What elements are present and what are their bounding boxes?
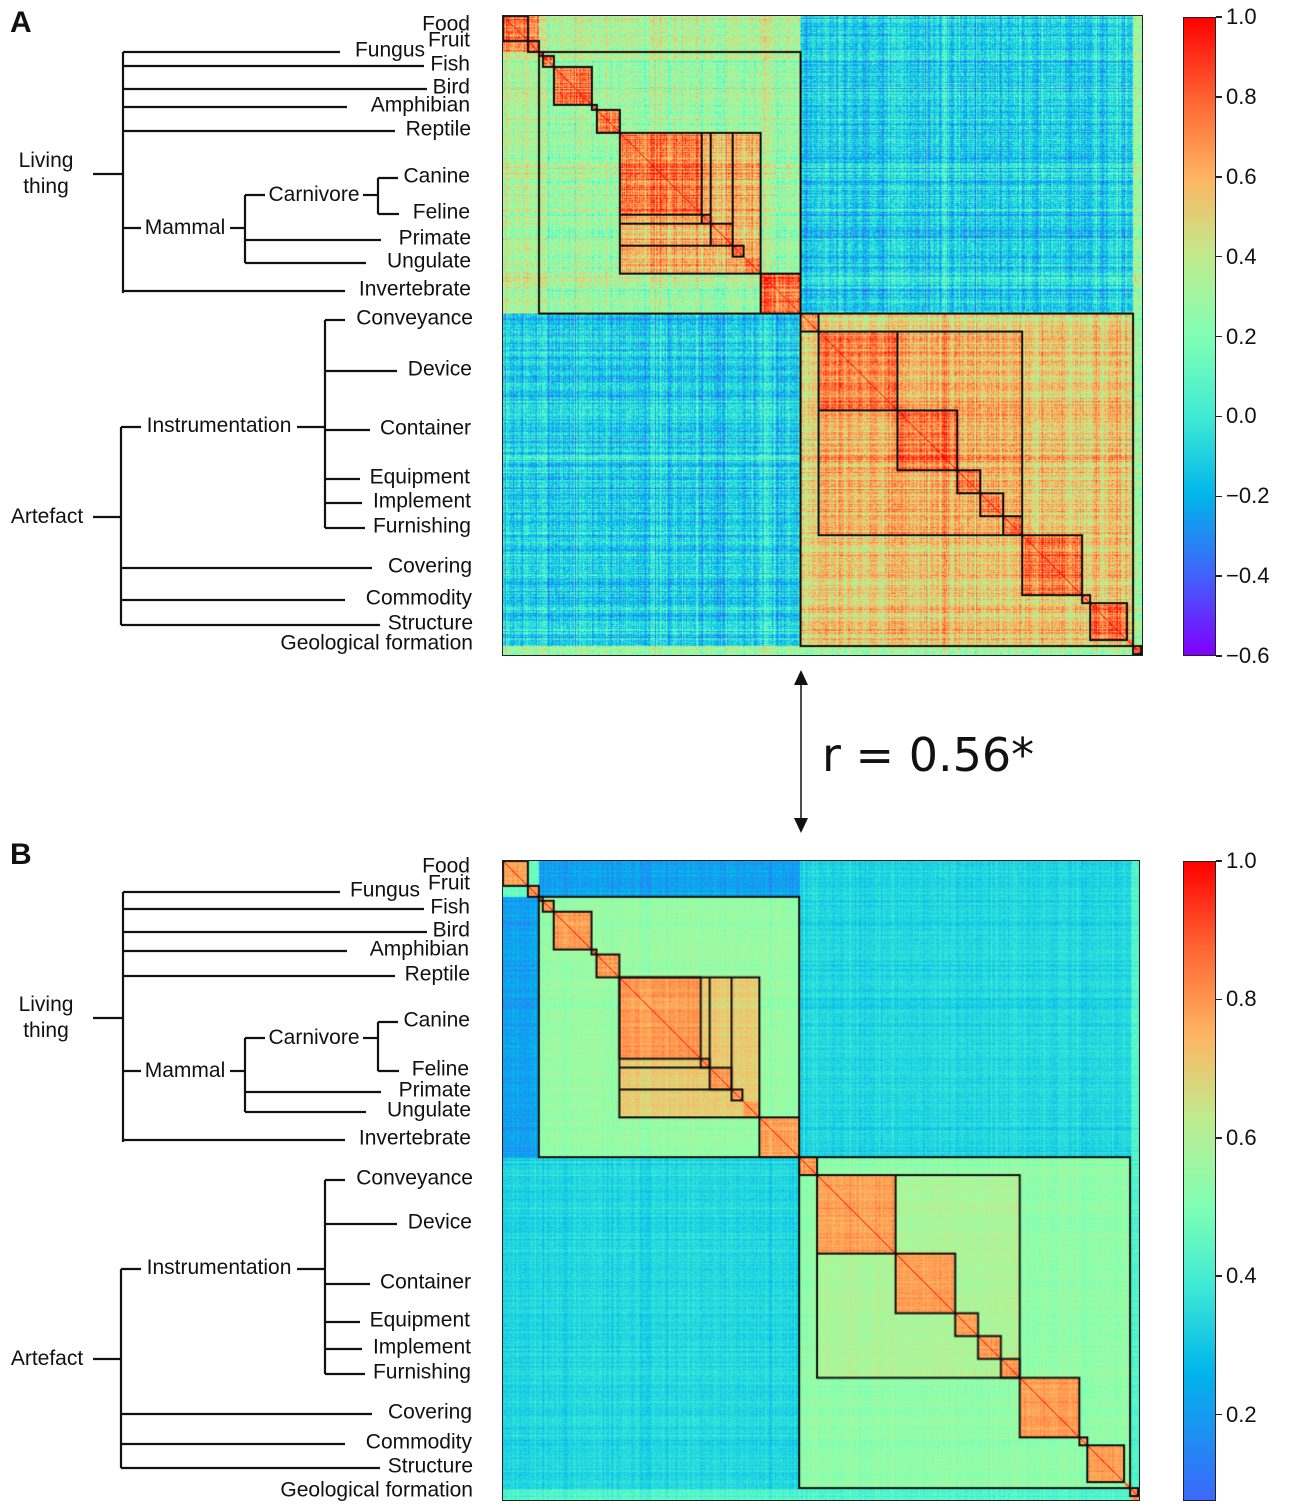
label-canine-a: Canine <box>403 164 470 188</box>
colorbar-tick <box>1216 335 1222 338</box>
label-furnishing-b: Furnishing <box>372 1360 471 1384</box>
dendrogram-lines <box>93 50 427 1470</box>
label-carnivore-a: Carnivore <box>268 182 360 206</box>
label-food-b: Food <box>422 854 470 878</box>
label-structure-b: Structure <box>387 1454 473 1478</box>
label-artefact-a: Artefact <box>10 504 84 528</box>
colorbar-tick <box>1216 176 1222 178</box>
label-artefact-b: Artefact <box>10 1346 84 1370</box>
panel-label-a: A <box>10 6 32 39</box>
colorbar-tick-label: −0.2 <box>1226 483 1270 509</box>
panel-label-b: B <box>10 838 32 871</box>
colorbar-tick <box>1216 415 1222 418</box>
label-fish-b: Fish <box>430 895 470 919</box>
label-feline-a: Feline <box>412 200 470 224</box>
colorbar-tick <box>1216 575 1222 577</box>
label-conveyance-b: Conveyance <box>356 1166 473 1190</box>
correlation-arrow <box>794 670 808 833</box>
label-carnivore-b: Carnivore <box>268 1025 360 1049</box>
heatmap-b <box>502 860 1140 1501</box>
colorbar-tick-label: −0.4 <box>1226 563 1270 589</box>
label-equipment-a: Equipment <box>369 465 470 489</box>
colorbar-tick <box>1216 1413 1222 1416</box>
label-reptile-a: Reptile <box>405 117 471 141</box>
colorbar-tick-label: 0.2 <box>1226 1401 1257 1427</box>
label-feline-b: Feline <box>411 1057 469 1081</box>
colorbar-tick-label: 0.0 <box>1226 403 1257 429</box>
label-implement-b: Implement <box>372 1335 471 1359</box>
label-commodity-b: Commodity <box>365 1430 472 1454</box>
colorbar-tick <box>1216 655 1222 657</box>
label-mammal-a: Mammal <box>144 215 226 239</box>
colorbar-tick-label: 1.0 <box>1226 848 1257 873</box>
label-food-a: Food <box>422 12 470 36</box>
label-fish-a: Fish <box>430 52 470 76</box>
label-furnishing-a: Furnishing <box>372 514 471 538</box>
label-living-thing-a: Living thing <box>18 148 74 198</box>
label-structure-a: Structure <box>387 611 473 635</box>
label-commodity-a: Commodity <box>365 586 472 610</box>
label-covering-a: Covering <box>387 554 472 578</box>
label-fruit-a: Fruit <box>428 28 470 52</box>
colorbar-b <box>1183 861 1216 1501</box>
label-amphibian-b: Amphibian <box>369 937 469 961</box>
colorbar-tick <box>1216 1137 1222 1139</box>
colorbar-tick-label: 1.0 <box>1226 4 1257 29</box>
colorbar-tick-label: 0.2 <box>1226 323 1257 349</box>
label-equipment-b: Equipment <box>369 1308 470 1332</box>
colorbar-tick-label: 0.8 <box>1226 986 1257 1012</box>
colorbar-tick-label: 0.8 <box>1226 83 1257 109</box>
colorbar-tick <box>1216 255 1222 258</box>
colorbar-tick-label: −0.6 <box>1226 643 1270 668</box>
label-canine-b: Canine <box>403 1008 470 1032</box>
correlation-annotation: r = 0.56* <box>822 728 1035 782</box>
label-device-b: Device <box>407 1210 472 1234</box>
colorbar-tick <box>1216 860 1222 862</box>
label-primate-a: Primate <box>398 226 471 250</box>
label-reptile-b: Reptile <box>404 962 470 986</box>
colorbar-tick <box>1216 96 1222 98</box>
label-bird-b: Bird <box>432 918 470 942</box>
colorbar-tick-label: 0.6 <box>1226 1124 1257 1150</box>
label-living-thing-b: Living thing <box>18 992 74 1042</box>
label-invertebrate-b: Invertebrate <box>358 1126 471 1150</box>
label-device-a: Device <box>407 357 472 381</box>
label-instrumentation-a: Instrumentation <box>146 413 292 437</box>
label-invertebrate-a: Invertebrate <box>358 277 471 301</box>
label-fungus-b: Fungus <box>349 878 420 902</box>
label-ungulate-a: Ungulate <box>386 249 471 273</box>
label-fruit-b: Fruit <box>428 871 470 895</box>
colorbar-tick-label: 0.4 <box>1226 1263 1257 1289</box>
label-primate-b: Primate <box>398 1078 471 1102</box>
label-container-a: Container <box>379 416 471 440</box>
label-fungus-a: Fungus <box>354 38 425 62</box>
label-amphibian-a: Amphibian <box>370 93 470 117</box>
label-ungulate-b: Ungulate <box>386 1098 471 1122</box>
label-instrumentation-b: Instrumentation <box>146 1255 292 1279</box>
label-geological-b: Geological formation <box>280 1478 473 1502</box>
label-implement-a: Implement <box>372 489 471 513</box>
label-mammal-b: Mammal <box>144 1058 226 1082</box>
colorbar-tick-label: 0.4 <box>1226 243 1257 269</box>
label-geological-a: Geological formation <box>280 631 473 655</box>
label-covering-b: Covering <box>387 1400 472 1424</box>
colorbar-tick-label: 0.6 <box>1226 163 1257 189</box>
colorbar-tick <box>1216 998 1222 1001</box>
heatmap-a <box>502 15 1143 656</box>
colorbar-tick <box>1216 16 1222 18</box>
label-conveyance-a: Conveyance <box>356 306 473 330</box>
colorbar-a <box>1183 17 1216 656</box>
colorbar-tick <box>1216 495 1222 497</box>
label-bird-a: Bird <box>432 75 470 99</box>
colorbar-tick <box>1216 1275 1222 1277</box>
label-container-b: Container <box>379 1270 471 1294</box>
